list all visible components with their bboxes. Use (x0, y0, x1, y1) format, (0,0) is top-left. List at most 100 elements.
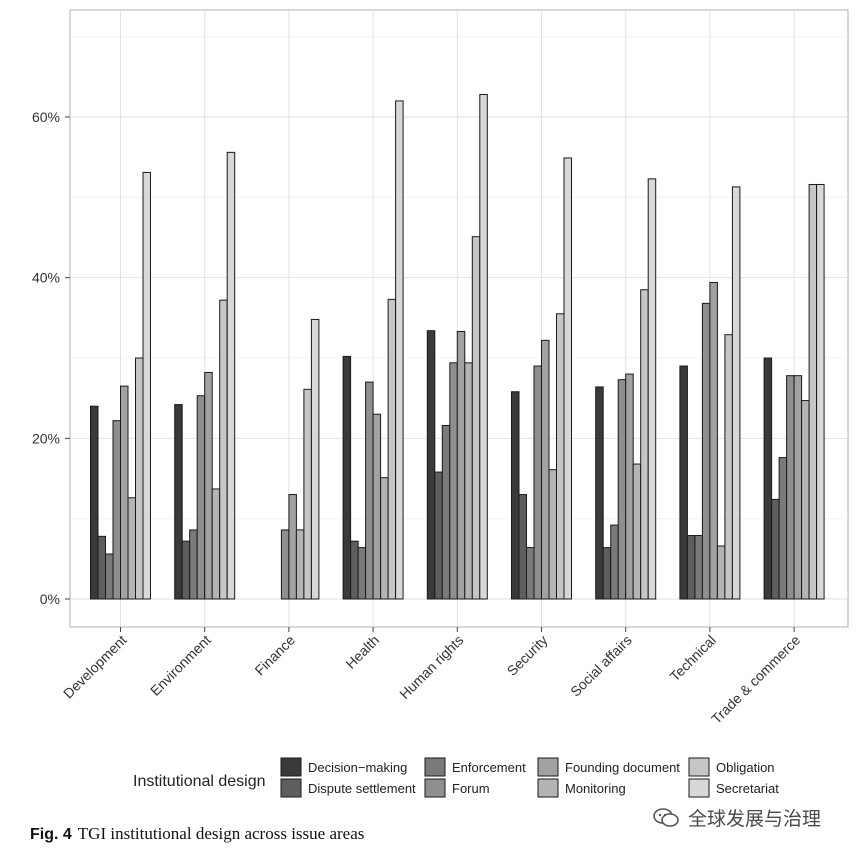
bar (595, 386, 604, 600)
x-tick-label: Finance (251, 632, 298, 679)
bar (518, 494, 527, 600)
legend-key (537, 778, 559, 798)
bar (541, 339, 550, 600)
legend-title: Institutional design (133, 773, 266, 790)
bar (211, 488, 221, 600)
bar (617, 379, 627, 600)
y-tick-label: 20% (32, 430, 60, 446)
legend-key (688, 778, 710, 798)
bar (226, 151, 236, 600)
legend-label: Secretariat (716, 781, 779, 796)
x-tick-label: Trade & commerce (708, 632, 803, 727)
bar (310, 318, 320, 600)
bar (105, 553, 114, 600)
bar (602, 547, 612, 600)
bar (724, 334, 733, 600)
bar (808, 183, 818, 600)
bar (90, 405, 99, 600)
legend-label: Enforcement (452, 760, 526, 775)
bar (127, 497, 136, 600)
bar (533, 365, 542, 600)
bar (380, 477, 389, 600)
bar (441, 424, 451, 600)
bar (426, 330, 436, 600)
bar (204, 371, 213, 600)
bar (793, 375, 803, 600)
legend-label: Forum (452, 781, 490, 796)
bar (548, 469, 557, 600)
figure-caption: Fig. 4 TGI institutional design across is… (30, 824, 364, 844)
x-tick-label: Social affairs (567, 632, 635, 700)
bar (526, 547, 535, 600)
bar (288, 494, 297, 600)
legend-label: Obligation (716, 760, 775, 775)
legend-label: Decision−making (308, 760, 407, 775)
bar (357, 547, 367, 600)
bar (181, 540, 191, 600)
y-tick-label: 0% (40, 591, 60, 607)
legend-label: Founding document (565, 760, 680, 775)
bar (563, 157, 572, 600)
bars (90, 94, 825, 600)
bar (434, 471, 443, 600)
bar (196, 395, 206, 600)
bar (97, 535, 106, 600)
legend-key (688, 757, 710, 777)
x-tick-label: Development (60, 632, 130, 702)
legend-label: Monitoring (565, 781, 626, 796)
bar (778, 457, 788, 600)
bar (120, 385, 129, 600)
bar (763, 357, 773, 600)
bar (471, 236, 481, 600)
legend: Institutional design Decision−making Dispu… (133, 757, 779, 798)
x-tick-label: Technical (666, 632, 719, 685)
bar (625, 373, 634, 600)
bar (709, 281, 718, 600)
bar (342, 355, 352, 600)
bar (189, 529, 198, 600)
bar (350, 540, 359, 600)
bar (464, 362, 473, 600)
bar (716, 545, 726, 600)
bar (135, 357, 144, 600)
watermark-text: 全球发展与治理 (688, 808, 822, 830)
bar (556, 313, 565, 600)
x-tick-label: Environment (147, 632, 214, 699)
y-tick-label: 60% (32, 109, 60, 125)
bar (295, 529, 305, 600)
bar (640, 289, 649, 600)
bar (449, 362, 458, 600)
bar (786, 375, 795, 600)
bar (686, 535, 696, 600)
legend-label: Dispute settlement (308, 781, 416, 796)
bar (647, 178, 657, 600)
bar (816, 183, 825, 600)
caption-text: TGI institutional design across issue ar… (77, 824, 365, 843)
bar (365, 381, 374, 600)
bar (701, 302, 711, 600)
bar (456, 330, 466, 600)
bar (395, 100, 404, 600)
legend-key (424, 778, 446, 798)
y-tick-label: 40% (32, 270, 60, 286)
bar (112, 420, 121, 600)
watermark: 全球发展与治理 (652, 804, 821, 831)
caption-label: Fig. 4 (30, 826, 72, 843)
bar (771, 498, 780, 600)
legend-key (280, 757, 302, 777)
bar (387, 298, 397, 600)
bar (303, 388, 312, 600)
bar (174, 404, 183, 600)
bar (801, 400, 810, 600)
bar (632, 463, 642, 600)
bar (679, 365, 688, 600)
bar (142, 171, 151, 600)
legend-key (424, 757, 446, 777)
bar (610, 524, 619, 600)
x-tick-label: Health (342, 632, 382, 672)
x-tick-label: Human rights (396, 632, 466, 702)
bar (219, 299, 228, 600)
bar (731, 186, 741, 600)
legend-key (537, 757, 559, 777)
